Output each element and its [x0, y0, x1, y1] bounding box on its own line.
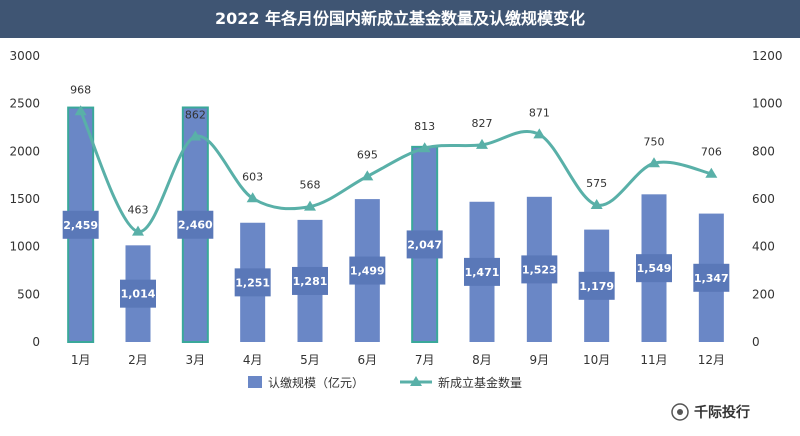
bar-series: 2,459 1,014 2,460 1,251 1,281 1,499 2,047 1,471…	[62, 106, 730, 344]
line-value-label: 968	[70, 83, 91, 96]
line-point-marker	[418, 142, 431, 153]
line-value-label: 695	[357, 148, 378, 161]
line-value-label: 813	[414, 120, 435, 133]
line-value-label: 575	[586, 177, 607, 190]
line-point-marker	[74, 105, 87, 116]
line-point-marker	[648, 157, 660, 168]
line-point-marker	[246, 192, 259, 203]
right-tick-label: 1200	[752, 49, 783, 63]
bar-value-label: 1,347	[694, 272, 729, 285]
bar-value-label: 2,459	[63, 219, 98, 232]
bar-label-box	[521, 255, 558, 284]
left-tick-label: 2500	[9, 97, 40, 111]
right-tick-label: 800	[752, 144, 775, 158]
watermark-logo: 千际投行	[671, 403, 750, 421]
category-label: 7月	[415, 353, 435, 367]
right-axis: 0 200 400 600 800 1000 1200	[752, 49, 783, 349]
right-tick-label: 0	[752, 335, 760, 349]
left-tick-label: 500	[17, 287, 40, 301]
bar-label-box	[693, 263, 730, 292]
line-value-label: 862	[185, 109, 206, 122]
bar-label-box	[234, 268, 271, 297]
left-tick-label: 0	[32, 335, 40, 349]
line-point-marker	[304, 200, 316, 211]
weibo-icon	[671, 403, 689, 421]
bar-value-label: 1,179	[579, 280, 614, 293]
right-tick-label: 600	[752, 192, 775, 206]
left-tick-label: 1000	[9, 240, 40, 254]
bar-value-label: 2,047	[407, 238, 442, 251]
line-point-marker	[132, 225, 144, 236]
line-value-label: 603	[242, 170, 263, 183]
right-tick-label: 400	[752, 240, 775, 254]
category-label: 4月	[243, 353, 263, 367]
legend-line-marker	[410, 376, 422, 386]
bar-label-box	[177, 210, 214, 239]
right-tick-label: 200	[752, 287, 775, 301]
bar-label-box	[406, 230, 443, 259]
legend: 认缴规模（亿元） 新成立基金数量	[248, 375, 522, 390]
bar-value-label: 1,499	[350, 265, 385, 278]
bar-value-label: 1,251	[235, 276, 270, 289]
legend-line-label: 新成立基金数量	[438, 375, 522, 390]
category-label: 2月	[128, 353, 148, 367]
bar-value-label: 1,523	[522, 263, 557, 276]
category-label: 5月	[300, 353, 320, 367]
bar-label-box	[578, 271, 615, 300]
line-point-marker	[189, 130, 202, 141]
line-point-marker	[361, 170, 374, 181]
legend-bar-label: 认缴规模（亿元）	[268, 375, 364, 390]
bar-label-box	[636, 254, 672, 283]
weibo-icon-dot	[677, 409, 683, 415]
line-value-label: 871	[529, 106, 550, 119]
bar-value-label: 1,281	[293, 275, 328, 288]
category-label: 6月	[358, 353, 378, 367]
category-label: 12月	[698, 353, 725, 367]
bar-label-box	[349, 256, 386, 285]
bar-value-label: 1,471	[465, 266, 500, 279]
category-label: 9月	[530, 353, 550, 367]
line-point-marker	[705, 167, 718, 178]
line-series: 968 463 862 603 568 695 813 827 871 575 750 706	[70, 83, 722, 236]
left-tick-label: 2000	[9, 144, 40, 158]
legend-bar-swatch	[248, 376, 262, 388]
bar-value-label: 2,460	[178, 219, 213, 232]
chart-canvas: 0 500 1000 1500 2000 2500 3000 0 200 400 600 800 10…	[9, 49, 783, 421]
left-tick-label: 3000	[9, 49, 40, 63]
line-point-marker	[533, 128, 546, 139]
bar-label-box	[292, 266, 328, 295]
line-value-label: 827	[472, 117, 493, 130]
bar-value-label: 1,549	[637, 262, 672, 275]
bar-value-label: 1,014	[121, 288, 156, 301]
line-path	[79, 110, 712, 234]
bar-label-box	[120, 279, 156, 308]
left-tick-label: 1500	[9, 192, 40, 206]
watermark-text: 千际投行	[694, 404, 750, 421]
line-value-label: 706	[701, 146, 722, 159]
line-point-marker	[476, 138, 488, 149]
bar-label-box	[62, 210, 99, 239]
category-label: 1月	[71, 353, 91, 367]
category-label: 8月	[472, 353, 492, 367]
category-label: 10月	[583, 353, 610, 367]
category-label: 11月	[640, 353, 667, 367]
chart-title: 2022 年各月份国内新成立基金数量及认缴规模变化	[0, 0, 800, 38]
line-value-label: 568	[300, 179, 321, 192]
category-axis: 1月 2月 3月 4月 5月 6月 7月 8月 9月 10月 11月 12月	[71, 353, 725, 367]
left-axis: 0 500 1000 1500 2000 2500 3000	[9, 49, 40, 349]
line-point-marker	[590, 198, 603, 209]
line-value-label: 750	[644, 135, 665, 148]
right-tick-label: 1000	[752, 97, 783, 111]
line-value-label: 463	[128, 204, 149, 217]
bar-label-box	[464, 257, 500, 286]
category-label: 3月	[186, 353, 206, 367]
